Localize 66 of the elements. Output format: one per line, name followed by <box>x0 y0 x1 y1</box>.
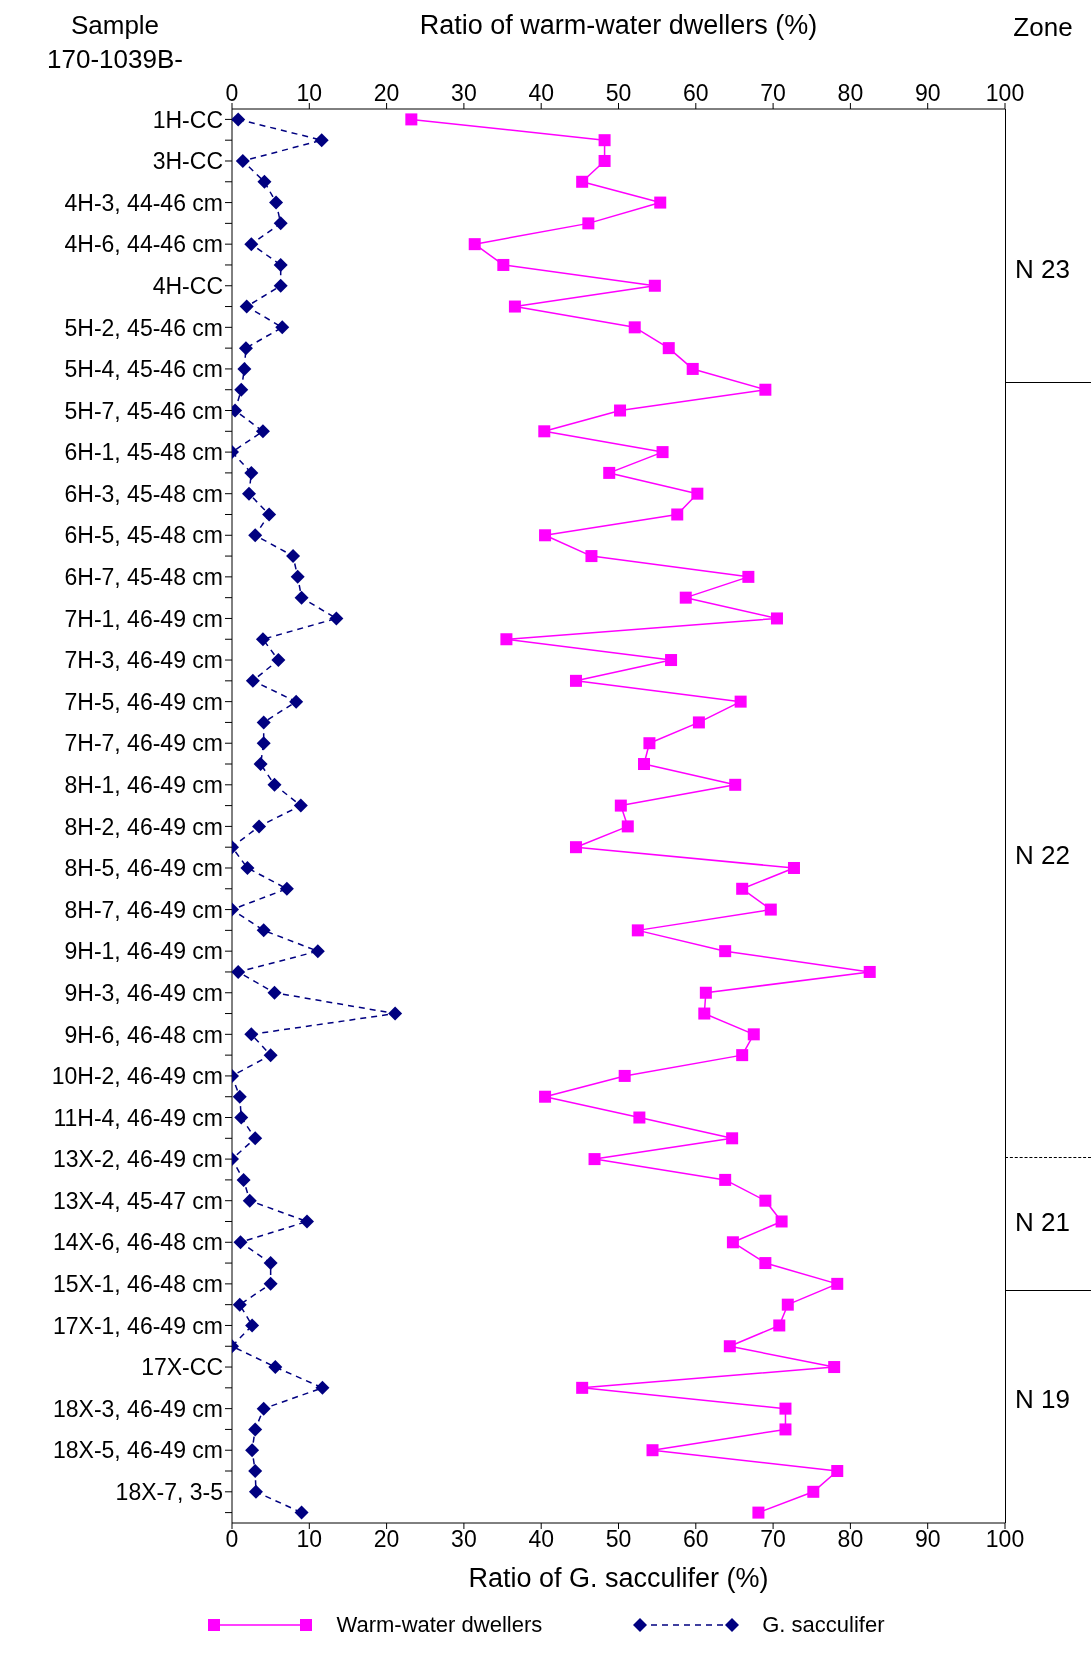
x2-tick-label: 0 <box>225 1526 239 1553</box>
y-tick-label: 1H-CC <box>152 106 223 133</box>
y-tick-label: 13X-4, 45-47 cm <box>52 1187 223 1214</box>
x-tick-label: 50 <box>605 80 632 106</box>
x-axis-title: Ratio of G. sacculifer (%) <box>467 1563 770 1594</box>
y-tick-label: 4H-CC <box>152 272 223 299</box>
y-tick-label: 8H-7, 46-49 cm <box>64 896 223 923</box>
y-tick-label: 7H-1, 46-49 cm <box>64 605 223 632</box>
x2-tick-label: 90 <box>914 1526 941 1553</box>
x-tick-label: 30 <box>451 80 477 106</box>
text: N 22 <box>1015 839 1070 871</box>
y-tick-label: 11H-4, 46-49 cm <box>53 1104 223 1131</box>
y-tick-label: 5H-2, 45-46 cm <box>64 314 223 341</box>
y-tick-label: 18X-7, 3-5 <box>115 1478 223 1505</box>
x2-tick-label: 50 <box>605 1526 632 1553</box>
x2-tick-label: 80 <box>837 1526 864 1553</box>
text: N 23 <box>1015 254 1070 286</box>
y-tick-label: 18X-5, 46-49 cm <box>52 1437 223 1464</box>
x-tick-label: 100 <box>985 80 1025 106</box>
y-tick-label: 4H-6, 44-46 cm <box>64 231 223 258</box>
x2-tick-label: 100 <box>985 1526 1025 1553</box>
x-tick-label: 0 <box>225 80 239 106</box>
x-tick-label: 60 <box>683 80 709 106</box>
x-tick-label: 10 <box>296 80 323 106</box>
text: Zone <box>1012 12 1074 43</box>
y-tick-label: 3H-CC <box>152 148 223 175</box>
x2-tick-label: 10 <box>296 1526 323 1553</box>
y-tick-label: 14X-6, 46-48 cm <box>52 1229 223 1256</box>
x-tick-label: 40 <box>528 80 554 106</box>
y-tick-label: 8H-5, 46-49 cm <box>64 855 223 882</box>
y-tick-label: 5H-4, 45-46 cm <box>64 356 223 383</box>
y-tick-label: 17X-CC <box>141 1354 223 1381</box>
y-tick-label: 8H-1, 46-49 cm <box>64 771 223 798</box>
x2-tick-label: 70 <box>760 1526 786 1553</box>
x-tick-label: 80 <box>837 80 864 106</box>
y-tick-label: 7H-7, 46-49 cm <box>64 730 223 757</box>
x-tick-label: 70 <box>760 80 786 106</box>
y-tick-label: 7H-3, 46-49 cm <box>64 647 223 674</box>
y-tick-label: 17X-1, 46-49 cm <box>52 1312 223 1339</box>
legend-label: G. sacculifer <box>762 1612 885 1638</box>
y-tick-label: 15X-1, 46-48 cm <box>52 1271 223 1298</box>
y-tick-label: 9H-6, 46-48 cm <box>64 1021 223 1048</box>
y-tick-label: 6H-1, 45-48 cm <box>64 439 223 466</box>
text: N 21 <box>1015 1207 1070 1239</box>
y-tick-label: 13X-2, 46-49 cm <box>52 1146 223 1173</box>
y-tick-label: 4H-3, 44-46 cm <box>64 189 223 216</box>
y-tick-label: 9H-1, 46-49 cm <box>64 938 223 965</box>
legend-label: Warm-water dwellers <box>336 1612 543 1638</box>
x2-tick-label: 40 <box>528 1526 554 1553</box>
x2-tick-label: 60 <box>683 1526 709 1553</box>
y-tick-label: 8H-2, 46-49 cm <box>64 813 223 840</box>
y-tick-label: 6H-7, 45-48 cm <box>64 564 223 591</box>
x2-tick-label: 30 <box>451 1526 477 1553</box>
y-tick-label: 6H-3, 45-48 cm <box>64 480 223 507</box>
x-tick-label: 90 <box>914 80 941 106</box>
y-tick-label: 6H-5, 45-48 cm <box>64 522 223 549</box>
y-tick-label: 18X-3, 46-49 cm <box>52 1395 223 1422</box>
y-tick-label: 9H-3, 46-49 cm <box>64 979 223 1006</box>
text: Sample 170-1039B- <box>46 9 184 76</box>
y-tick-label: 10H-2, 46-49 cm <box>51 1063 223 1090</box>
y-tick-label: 7H-5, 46-49 cm <box>64 688 223 715</box>
x-tick-label: 20 <box>373 80 400 106</box>
x2-tick-label: 20 <box>373 1526 400 1553</box>
text: N 19 <box>1015 1383 1070 1415</box>
y-tick-label: 5H-7, 45-46 cm <box>64 397 223 424</box>
x2-axis-title: Ratio of warm-water dwellers (%) <box>418 10 819 41</box>
